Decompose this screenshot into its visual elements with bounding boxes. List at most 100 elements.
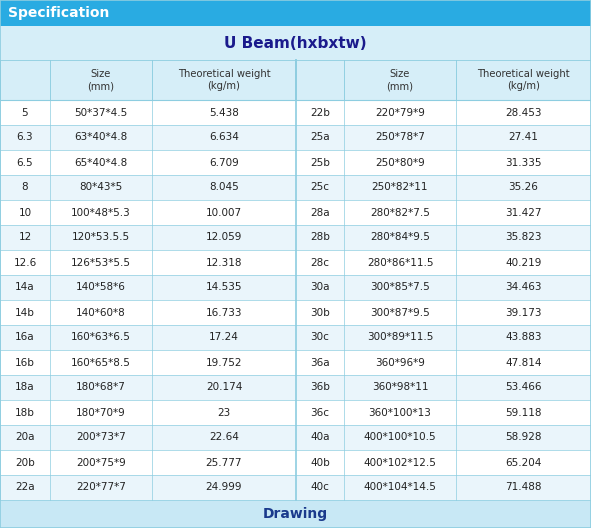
Text: 63*40*4.8: 63*40*4.8 — [74, 133, 128, 143]
Bar — [0, 375, 591, 400]
Bar — [0, 175, 591, 200]
Text: 28.453: 28.453 — [505, 108, 542, 118]
Text: 50*37*4.5: 50*37*4.5 — [74, 108, 128, 118]
Text: 30a: 30a — [310, 282, 330, 293]
Text: Theoretical weight
(kg/m): Theoretical weight (kg/m) — [477, 69, 570, 91]
Text: 18a: 18a — [15, 382, 35, 392]
Bar — [0, 475, 591, 500]
Text: 400*102*12.5: 400*102*12.5 — [363, 457, 436, 467]
Text: 8.045: 8.045 — [209, 183, 239, 193]
Text: 43.883: 43.883 — [505, 333, 542, 343]
Text: 20.174: 20.174 — [206, 382, 242, 392]
Text: 16b: 16b — [15, 357, 35, 367]
Text: 6.709: 6.709 — [209, 157, 239, 167]
Text: 200*73*7: 200*73*7 — [76, 432, 126, 442]
Text: U Beam(hxbxtw): U Beam(hxbxtw) — [224, 35, 367, 51]
Text: 25b: 25b — [310, 157, 330, 167]
Bar — [0, 26, 591, 60]
Bar — [0, 125, 591, 150]
Text: 140*58*6: 140*58*6 — [76, 282, 126, 293]
Text: 22a: 22a — [15, 483, 35, 493]
Text: 16.733: 16.733 — [206, 307, 242, 317]
Text: 300*87*9.5: 300*87*9.5 — [370, 307, 430, 317]
Text: 47.814: 47.814 — [505, 357, 542, 367]
Text: 71.488: 71.488 — [505, 483, 542, 493]
Text: 58.928: 58.928 — [505, 432, 542, 442]
Text: 18b: 18b — [15, 408, 35, 418]
Text: 19.752: 19.752 — [206, 357, 242, 367]
Text: 36b: 36b — [310, 382, 330, 392]
Text: 40c: 40c — [310, 483, 329, 493]
Text: 180*68*7: 180*68*7 — [76, 382, 126, 392]
Text: 25a: 25a — [310, 133, 330, 143]
Text: 12.318: 12.318 — [206, 258, 242, 268]
Text: 160*65*8.5: 160*65*8.5 — [71, 357, 131, 367]
Text: 22b: 22b — [310, 108, 330, 118]
Text: Size
(mm): Size (mm) — [387, 69, 414, 91]
Text: 10.007: 10.007 — [206, 208, 242, 218]
Text: 126*53*5.5: 126*53*5.5 — [71, 258, 131, 268]
Text: 360*98*11: 360*98*11 — [372, 382, 428, 392]
Text: 100*48*5.3: 100*48*5.3 — [71, 208, 131, 218]
Text: 65.204: 65.204 — [505, 457, 542, 467]
Text: 360*100*13: 360*100*13 — [369, 408, 431, 418]
Text: 400*104*14.5: 400*104*14.5 — [363, 483, 436, 493]
Bar — [0, 150, 591, 175]
Text: 40b: 40b — [310, 457, 330, 467]
Text: 6.634: 6.634 — [209, 133, 239, 143]
Text: 120*53.5.5: 120*53.5.5 — [72, 232, 130, 242]
Text: 140*60*8: 140*60*8 — [76, 307, 126, 317]
Bar — [0, 60, 591, 100]
Text: 16a: 16a — [15, 333, 35, 343]
Text: 6.5: 6.5 — [17, 157, 33, 167]
Text: 280*82*7.5: 280*82*7.5 — [370, 208, 430, 218]
Text: Theoretical weight
(kg/m): Theoretical weight (kg/m) — [178, 69, 270, 91]
Text: 12.6: 12.6 — [14, 258, 37, 268]
Bar — [0, 425, 591, 450]
Text: 40a: 40a — [310, 432, 330, 442]
Text: 8: 8 — [22, 183, 28, 193]
Text: 53.466: 53.466 — [505, 382, 542, 392]
Text: 250*82*11: 250*82*11 — [372, 183, 428, 193]
Text: 31.427: 31.427 — [505, 208, 542, 218]
Text: 250*78*7: 250*78*7 — [375, 133, 425, 143]
Text: 180*70*9: 180*70*9 — [76, 408, 126, 418]
Text: 28c: 28c — [310, 258, 330, 268]
Text: 30c: 30c — [310, 333, 329, 343]
Text: 40.219: 40.219 — [505, 258, 542, 268]
Text: 28b: 28b — [310, 232, 330, 242]
Text: 6.3: 6.3 — [17, 133, 33, 143]
Text: 59.118: 59.118 — [505, 408, 542, 418]
Bar — [0, 100, 591, 125]
Text: 25c: 25c — [310, 183, 330, 193]
Text: 220*77*7: 220*77*7 — [76, 483, 126, 493]
Text: 20b: 20b — [15, 457, 35, 467]
Text: 200*75*9: 200*75*9 — [76, 457, 126, 467]
Text: 12.059: 12.059 — [206, 232, 242, 242]
Text: 65*40*4.8: 65*40*4.8 — [74, 157, 128, 167]
Text: 22.64: 22.64 — [209, 432, 239, 442]
Text: 5.438: 5.438 — [209, 108, 239, 118]
Bar — [0, 450, 591, 475]
Text: 280*86*11.5: 280*86*11.5 — [367, 258, 433, 268]
Bar — [0, 200, 591, 225]
Text: 12: 12 — [18, 232, 32, 242]
Text: 35.823: 35.823 — [505, 232, 542, 242]
Text: 34.463: 34.463 — [505, 282, 542, 293]
Text: Specification: Specification — [8, 6, 109, 20]
Text: 14.535: 14.535 — [206, 282, 242, 293]
Text: Size
(mm): Size (mm) — [87, 69, 115, 91]
Text: 14b: 14b — [15, 307, 35, 317]
Text: 39.173: 39.173 — [505, 307, 542, 317]
Text: 24.999: 24.999 — [206, 483, 242, 493]
Bar — [0, 500, 591, 528]
Text: 400*100*10.5: 400*100*10.5 — [363, 432, 436, 442]
Text: Drawing: Drawing — [263, 507, 328, 521]
Text: 300*85*7.5: 300*85*7.5 — [370, 282, 430, 293]
Text: 31.335: 31.335 — [505, 157, 542, 167]
Bar — [0, 0, 591, 26]
Text: 17.24: 17.24 — [209, 333, 239, 343]
Text: 10: 10 — [18, 208, 31, 218]
Bar — [0, 275, 591, 300]
Bar — [0, 250, 591, 275]
